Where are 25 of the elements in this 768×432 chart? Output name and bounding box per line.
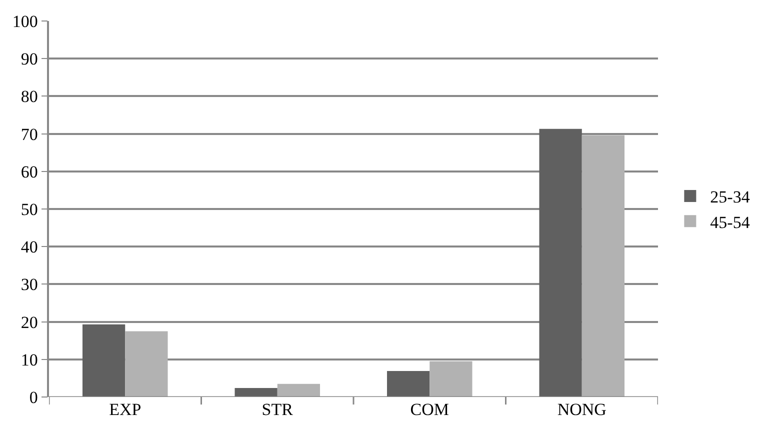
bar: [387, 371, 430, 397]
bar: [125, 331, 168, 397]
y-tick-label: 90: [20, 50, 38, 69]
bar: [430, 361, 472, 397]
legend-label: 45-54: [710, 212, 750, 232]
bar: [582, 135, 625, 397]
x-tick-label: STR: [262, 400, 294, 419]
y-tick-label: 40: [20, 238, 38, 257]
y-tick-label: 80: [20, 87, 38, 106]
y-tick-label: 10: [20, 350, 38, 370]
y-tick-label: 60: [20, 162, 38, 182]
y-tick-label: 0: [29, 388, 38, 407]
x-tick-label: COM: [410, 400, 449, 419]
x-tick-label: EXP: [109, 400, 142, 419]
x-tick-label: NONG: [557, 400, 606, 419]
y-tick-label: 100: [12, 12, 38, 31]
bar: [277, 384, 320, 397]
y-tick-label: 20: [20, 312, 38, 332]
y-tick-label: 50: [20, 200, 38, 219]
y-tick-label: 30: [20, 275, 38, 294]
bar: [82, 324, 126, 397]
legend-label: 25-34: [710, 188, 750, 207]
bar: [234, 388, 278, 397]
y-tick-label: 70: [20, 124, 38, 144]
bar: [539, 128, 582, 397]
